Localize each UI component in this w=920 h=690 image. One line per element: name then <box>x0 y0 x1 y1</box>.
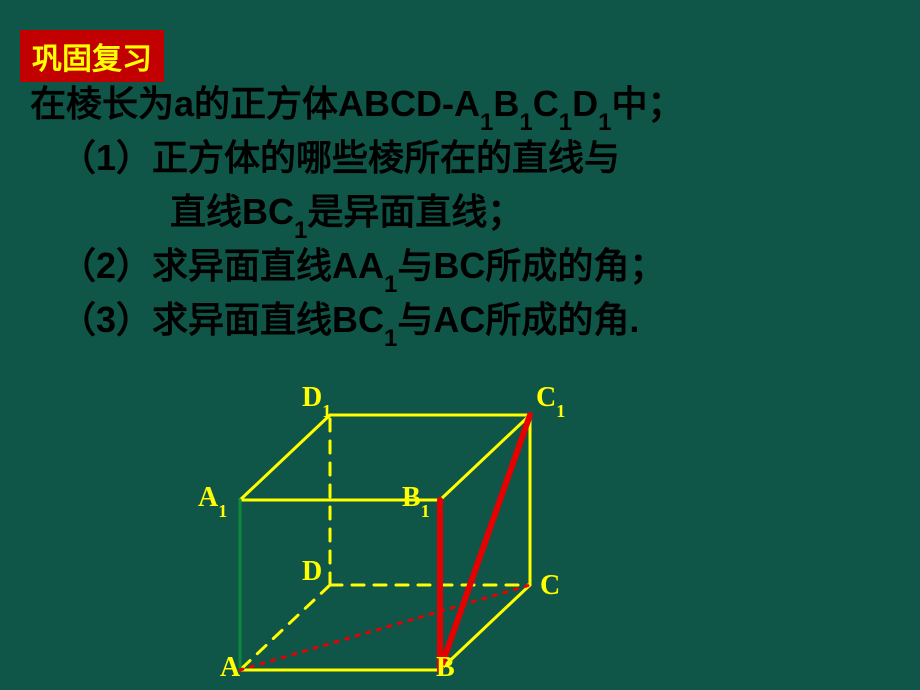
problem-stem: 在棱长为a的正方体ABCD-A1B1C1D1中； <box>30 86 683 129</box>
label-C: C <box>540 570 560 602</box>
label-A: A <box>220 652 240 684</box>
q3-line: （3）求异面直线BC1与AC所成的角. <box>60 302 639 345</box>
q1-line-b: 直线BC1是异面直线； <box>170 194 523 237</box>
label-D: D <box>302 556 322 588</box>
label-B1: B1 <box>402 482 430 518</box>
q2-line: （2）求异面直线AA1与BC所成的角； <box>60 248 665 291</box>
label-D1: D1 <box>302 382 331 418</box>
label-B: B <box>436 652 455 684</box>
label-A1: A1 <box>198 482 227 518</box>
q1-line-a: （1）正方体的哪些棱所在的直线与 <box>60 140 620 176</box>
section-title-box: 巩固复习 <box>20 30 164 82</box>
cube-svg <box>180 390 560 680</box>
section-title: 巩固复习 <box>32 43 152 76</box>
label-C1: C1 <box>536 382 565 418</box>
cube-diagram: D1 C1 A1 B1 D C A B <box>180 390 560 680</box>
